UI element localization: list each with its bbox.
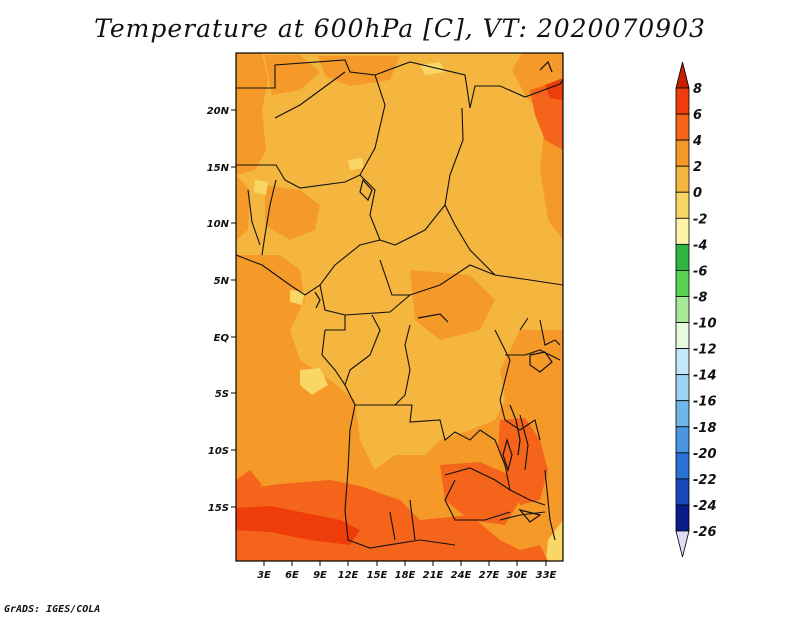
lat-tick-label: 15S [208, 503, 229, 514]
colorbar-cell [675, 400, 690, 428]
colorbar-cell [675, 452, 690, 480]
lat-tick-label: 20N [207, 106, 230, 117]
map-frame [235, 52, 564, 562]
grads-credit: GrADS: IGES/COLA [4, 604, 101, 615]
colorbar-cell [675, 426, 690, 454]
colorbar-label: -6 [693, 264, 707, 279]
lat-tick-label: 5S [215, 389, 229, 400]
lat-tick-label: 10N [207, 219, 230, 230]
colorbar-label: -10 [693, 317, 717, 332]
colorbar-label: -22 [693, 473, 717, 488]
colorbar-label: -20 [693, 447, 717, 462]
colorbar-cell [675, 374, 690, 402]
colorbar-cell [675, 87, 690, 115]
colorbar-label: -12 [693, 343, 717, 358]
colorbar-cell [675, 217, 690, 245]
colorbar-label: -2 [693, 212, 707, 227]
lon-tick-label: 24E [451, 570, 472, 581]
country-borders [236, 59, 563, 549]
colorbar-cell [675, 165, 690, 193]
colorbar: 8 6 4 2 0 -2 -4 -6 -8 -10 -12 -14 -16 -18 -20 -22 -24 -26 [675, 61, 717, 558]
colorbar-label: 6 [693, 108, 702, 123]
temperature-field [236, 53, 563, 561]
lon-tick-label: 9E [313, 570, 327, 581]
lon-tick-label: 30E [507, 570, 528, 581]
lat-tick-label: 10S [208, 446, 229, 457]
lakes [314, 60, 553, 523]
colorbar-label: -8 [693, 290, 707, 305]
lon-tick-label: 21E [423, 570, 444, 581]
lon-tick-label: 6E [285, 570, 299, 581]
colorbar-label: -18 [693, 421, 717, 436]
colorbar-cell [675, 296, 690, 323]
colorbar-cell [675, 478, 690, 506]
colorbar-cell [675, 504, 690, 532]
colorbar-cell [675, 243, 690, 271]
colorbar-cell [675, 348, 690, 376]
colorbar-label: -14 [693, 369, 717, 384]
colorbar-cell [675, 139, 690, 167]
colorbar-top-arrow [675, 61, 690, 89]
longitude-axis: 3E 6E 9E 12E 15E 18E 21E 24E 27E 30E 33E [257, 561, 557, 581]
lat-tick-label: 5N [214, 276, 230, 287]
colorbar-label: -24 [693, 499, 717, 514]
colorbar-label: 8 [693, 82, 702, 97]
colorbar-cell [675, 191, 690, 219]
chart-title: Temperature at 600hPa [C], VT: 202007090… [94, 14, 706, 43]
colorbar-label: 4 [692, 134, 702, 149]
colorbar-cell [675, 322, 690, 349]
lon-tick-label: 3E [257, 570, 271, 581]
lon-tick-label: 33E [536, 570, 557, 581]
colorbar-bottom-arrow [675, 530, 690, 558]
colorbar-cell [675, 270, 690, 297]
colorbar-label: -4 [693, 238, 707, 253]
colorbar-label: -16 [693, 395, 717, 410]
colorbar-cell [675, 113, 690, 141]
colorbar-label: 2 [693, 160, 702, 175]
colorbar-label: -26 [693, 525, 717, 540]
lon-tick-label: 12E [338, 570, 359, 581]
latitude-axis: 20N 15N 10N 5N EQ 5S 10S 15S [207, 106, 236, 514]
lat-tick-label: 15N [207, 163, 230, 174]
lat-tick-label: EQ [214, 333, 230, 344]
lon-tick-label: 27E [479, 570, 500, 581]
lon-tick-label: 15E [367, 570, 388, 581]
lon-tick-label: 18E [395, 570, 416, 581]
colorbar-label: 0 [693, 186, 702, 201]
